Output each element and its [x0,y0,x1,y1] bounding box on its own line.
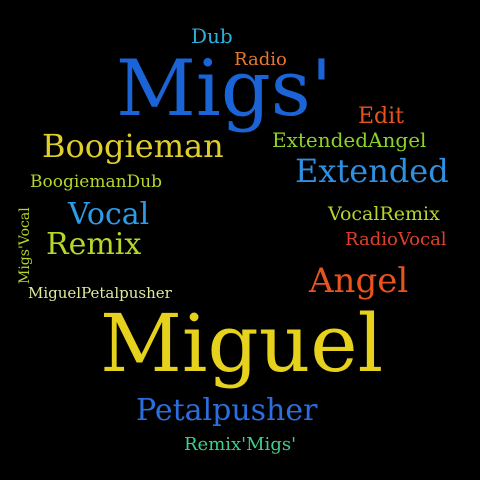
word-remixmigs: Remix'Migs' [184,436,296,454]
word-edit: Edit [358,106,404,128]
word-remix: Remix [46,230,141,260]
word-migs: Migs' [116,50,332,128]
word-angel: Angel [309,264,408,298]
word-boogiemandub: BoogiemanDub [30,174,162,191]
word-vocalremix: VocalRemix [328,205,440,224]
word-migsvocal: Migs'Vocal [18,207,32,284]
word-dub: Dub [191,26,233,46]
word-boogieman: Boogieman [42,130,224,162]
word-extended: Extended [295,155,449,187]
word-extendedangel: ExtendedAngel [272,130,426,150]
word-petalpusher: Petalpusher [136,396,317,426]
word-vocal: Vocal [68,200,149,230]
word-radiovocal: RadioVocal [345,231,447,249]
word-miguel: Miguel [100,304,383,384]
